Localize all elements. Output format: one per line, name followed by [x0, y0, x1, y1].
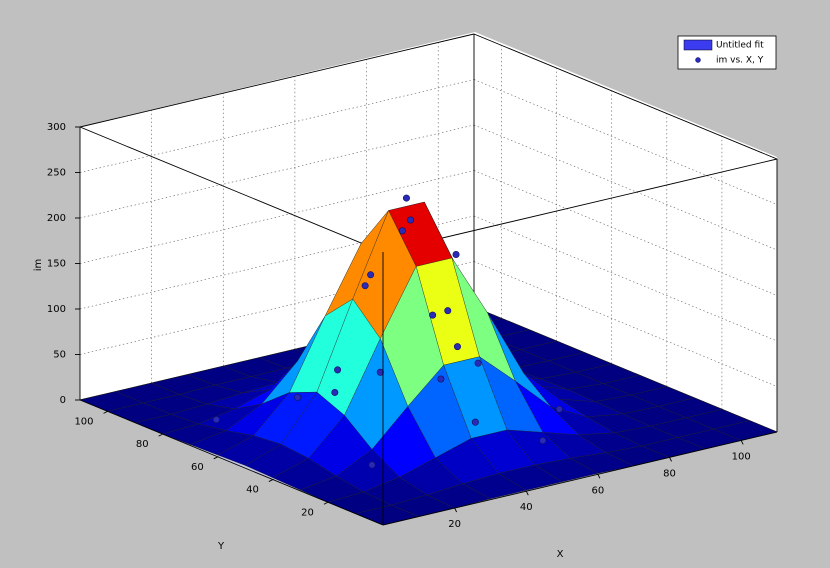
y-tick-label: 100	[74, 416, 93, 427]
data-point	[398, 227, 406, 235]
data-point	[331, 388, 339, 396]
data-point	[407, 216, 415, 224]
data-point	[361, 282, 369, 290]
box-edge	[382, 431, 778, 526]
x-tick-label: 100	[732, 451, 751, 462]
box-edge	[79, 399, 384, 526]
data-point	[376, 368, 384, 376]
box-edge	[79, 33, 475, 128]
z-tick-label: 150	[47, 259, 66, 270]
y-tick-label: 20	[301, 507, 314, 518]
data-point	[471, 418, 479, 426]
data-point	[444, 307, 452, 315]
data-point	[429, 311, 437, 319]
tick-mark	[740, 440, 744, 445]
z-tick-label: 0	[60, 395, 66, 406]
grid-line	[473, 261, 778, 387]
z-tick-label: 50	[53, 350, 66, 361]
z-tick-label: 250	[47, 168, 66, 179]
y-axis-label: Y	[217, 541, 225, 552]
data-point	[294, 393, 302, 401]
tick-mark	[268, 479, 274, 482]
z-axis-label: im	[33, 259, 44, 272]
legend: Untitled fit im vs. X, Y	[677, 35, 777, 70]
box-edge	[79, 126, 384, 253]
tick-mark	[454, 507, 458, 513]
box-edge	[473, 33, 778, 160]
legend-swatch	[683, 39, 713, 51]
data-point	[402, 194, 410, 202]
z-tick-label: 300	[47, 122, 66, 133]
y-tick-label: 40	[246, 485, 259, 496]
data-point	[368, 461, 376, 469]
x-tick-label: 20	[448, 519, 461, 530]
data-point	[539, 437, 547, 445]
grid-line	[473, 124, 778, 251]
y-tick-label: 60	[191, 462, 204, 473]
data-point	[452, 250, 460, 258]
grid-line	[473, 79, 778, 205]
data-point	[555, 405, 563, 413]
x-axis-label: X	[557, 549, 564, 560]
tick-mark	[213, 456, 218, 460]
data-point	[367, 271, 375, 279]
data-point	[474, 359, 482, 367]
legend-label: im vs. X, Y	[716, 56, 764, 66]
x-tick-label: 40	[520, 502, 533, 513]
tick-mark	[669, 457, 672, 462]
z-tick-label: 200	[47, 213, 66, 224]
x-tick-label: 80	[663, 468, 676, 479]
grid-line	[79, 79, 475, 173]
box-edge	[382, 158, 778, 253]
legend-marker	[695, 57, 701, 63]
legend-label: Untitled fit	[716, 41, 764, 51]
tick-mark	[597, 474, 601, 479]
data-point	[437, 375, 445, 383]
z-tick-label: 100	[47, 304, 66, 315]
data-point	[453, 343, 461, 351]
x-tick-label: 60	[592, 485, 605, 496]
grid-line	[473, 215, 778, 342]
y-tick-label: 80	[136, 439, 149, 450]
data-point	[334, 366, 342, 374]
tick-mark	[525, 490, 529, 496]
grid-line	[473, 170, 778, 296]
grid-line	[79, 170, 475, 264]
tick-mark	[323, 501, 329, 505]
data-point	[212, 416, 220, 424]
tick-mark	[103, 410, 108, 414]
tick-mark	[158, 433, 163, 437]
grid-line	[79, 124, 475, 219]
